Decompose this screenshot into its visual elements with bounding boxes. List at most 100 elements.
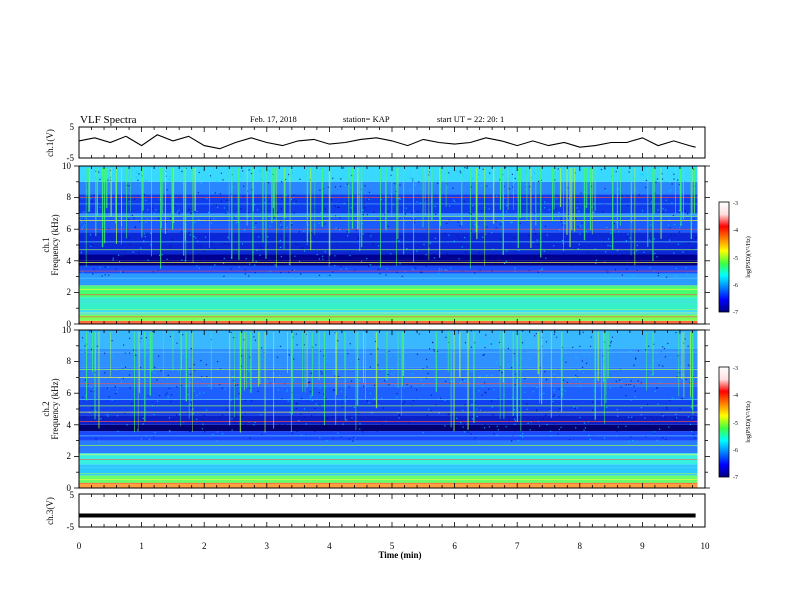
spectral-noise <box>193 390 195 392</box>
spectral-noise <box>293 379 295 381</box>
spectral-noise <box>318 222 320 224</box>
spectral-noise <box>476 415 478 418</box>
spectral-noise <box>258 236 260 238</box>
spectral-noise <box>108 177 110 179</box>
spectral-noise <box>636 244 638 246</box>
spectral-noise <box>559 358 561 361</box>
spectral-noise <box>181 170 183 173</box>
spectral-noise <box>559 229 561 231</box>
spectral-noise <box>444 425 446 427</box>
spectral-noise <box>344 184 346 186</box>
spectral-noise <box>423 199 426 201</box>
spectral-noise <box>133 217 135 219</box>
spectral-noise <box>233 342 235 344</box>
spectral-noise <box>304 239 306 241</box>
spectral-noise <box>296 402 298 405</box>
spectral-noise <box>457 221 459 223</box>
spectral-noise <box>645 179 648 182</box>
spectral-noise <box>500 239 502 241</box>
spectral-noise <box>295 333 297 335</box>
spectral-noise <box>119 377 121 380</box>
spectral-noise <box>107 179 109 181</box>
spectral-noise <box>305 423 307 425</box>
spectral-noise <box>464 342 467 344</box>
spectral-noise <box>456 234 458 237</box>
spectral-noise <box>412 268 414 271</box>
spectral-noise <box>134 226 137 228</box>
ch1-channel-label: ch.1 <box>41 237 51 252</box>
spectral-noise <box>537 426 539 428</box>
spectral-noise <box>332 271 334 273</box>
spectral-noise <box>208 384 210 387</box>
spectral-noise <box>575 218 577 220</box>
spectral-noise <box>679 349 681 351</box>
spectral-noise <box>412 180 414 182</box>
spectral-noise <box>279 424 281 426</box>
spectral-noise <box>388 350 390 353</box>
spectral-noise <box>93 268 95 270</box>
spectral-noise <box>652 419 654 421</box>
spectral-noise <box>291 432 294 434</box>
spectral-noise <box>458 330 460 332</box>
spectral-noise <box>188 231 190 233</box>
spectral-noise <box>433 350 435 352</box>
spectral-noise <box>536 409 538 411</box>
spectral-noise <box>373 397 375 400</box>
spectral-noise <box>143 194 145 196</box>
ch3-waveform-panel: 5 -5 ch.3(V) <box>45 490 706 532</box>
spectral-noise <box>444 240 446 242</box>
spectral-noise <box>199 392 201 394</box>
time-axis-label: Time (min) <box>378 550 421 560</box>
spectral-noise <box>283 337 286 340</box>
spectral-noise <box>473 221 475 223</box>
spectral-noise <box>203 414 205 417</box>
spectral-noise <box>83 430 86 432</box>
spectral-noise <box>664 417 666 419</box>
spectral-noise <box>243 339 245 341</box>
spectral-noise <box>379 330 381 333</box>
spectral-noise <box>396 271 398 273</box>
spectral-noise <box>610 340 612 343</box>
spectral-noise <box>370 353 372 355</box>
spectral-noise <box>358 358 360 360</box>
spectral-noise <box>675 276 677 278</box>
spectral-noise <box>323 393 325 395</box>
spectral-noise <box>254 264 256 266</box>
spectral-noise <box>347 202 349 204</box>
ch2-cbar-tick-m4: -4 <box>733 393 738 399</box>
spectral-noise <box>564 222 566 224</box>
spectral-noise <box>215 204 218 206</box>
spectral-noise <box>604 188 606 190</box>
spectral-noise <box>444 269 446 271</box>
ch1-freq-tick-6: 6 <box>67 224 72 234</box>
spectral-noise <box>528 269 530 272</box>
ch2-colorbar-label: log(PSD)(V²/Hz) <box>745 401 752 442</box>
spectral-noise <box>379 273 381 275</box>
spectral-noise <box>197 191 200 194</box>
spectral-band <box>79 260 705 266</box>
spectral-noise <box>656 178 659 180</box>
spectral-noise <box>300 247 302 249</box>
spectral-noise <box>401 236 403 238</box>
spectral-noise <box>290 198 293 200</box>
spectral-noise <box>134 198 136 200</box>
spectral-noise <box>604 437 606 439</box>
spectral-noise <box>576 357 578 359</box>
spectral-noise <box>670 189 672 192</box>
spectral-noise <box>350 360 352 362</box>
spectral-noise <box>596 372 599 374</box>
spectral-noise <box>611 182 613 184</box>
spectral-noise <box>411 373 414 375</box>
spectral-noise <box>650 205 652 207</box>
spectral-noise <box>477 226 479 228</box>
spectral-noise <box>178 213 180 215</box>
spectral-noise <box>693 168 695 170</box>
spectral-noise <box>669 181 671 184</box>
spectral-noise <box>679 226 681 229</box>
spectral-noise <box>184 356 186 358</box>
spectral-noise <box>359 428 361 430</box>
ch1-colorbar-label: log(PSD)(V²/Hz) <box>745 236 752 277</box>
spectral-noise <box>190 399 192 402</box>
spectral-noise <box>161 254 163 256</box>
spectral-noise <box>582 331 584 333</box>
